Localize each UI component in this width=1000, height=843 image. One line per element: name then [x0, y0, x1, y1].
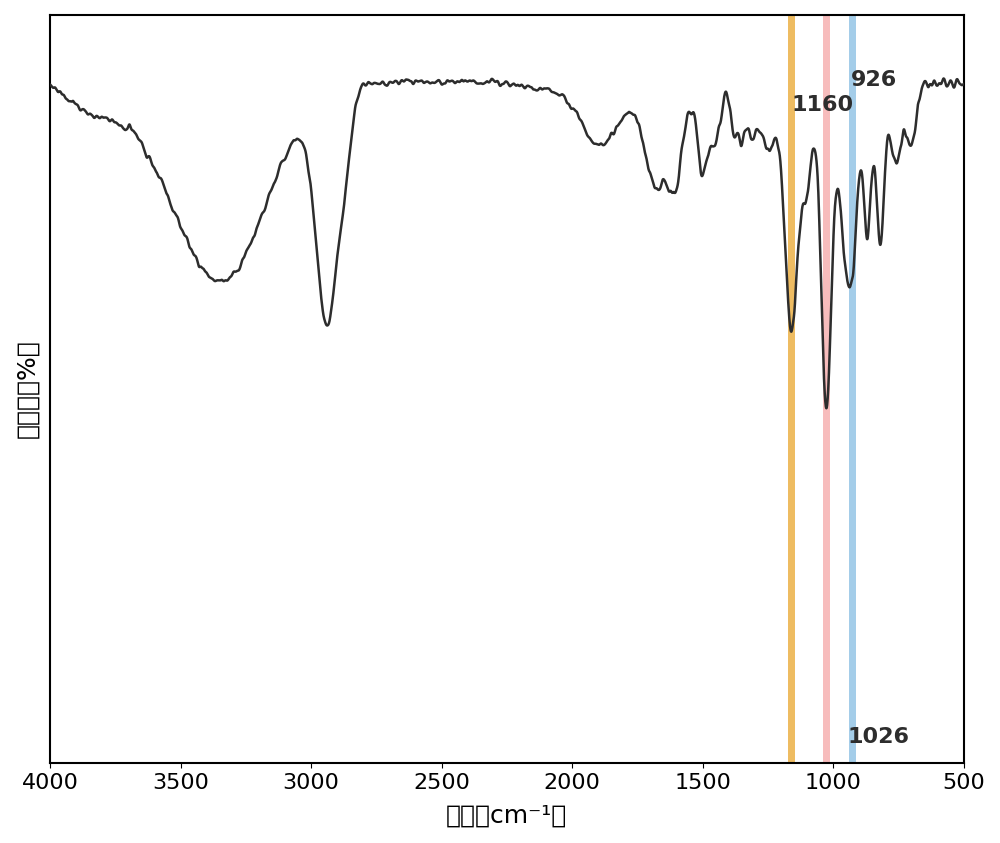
Text: 1026: 1026 — [847, 727, 909, 747]
Bar — [849, 15, 856, 763]
X-axis label: 波数（cm⁻¹）: 波数（cm⁻¹） — [446, 804, 567, 828]
Text: 1160: 1160 — [791, 94, 853, 115]
Text: 926: 926 — [851, 70, 897, 90]
Bar — [823, 15, 830, 763]
Bar — [788, 15, 795, 763]
Y-axis label: 透过率（%）: 透过率（%） — [15, 340, 39, 438]
